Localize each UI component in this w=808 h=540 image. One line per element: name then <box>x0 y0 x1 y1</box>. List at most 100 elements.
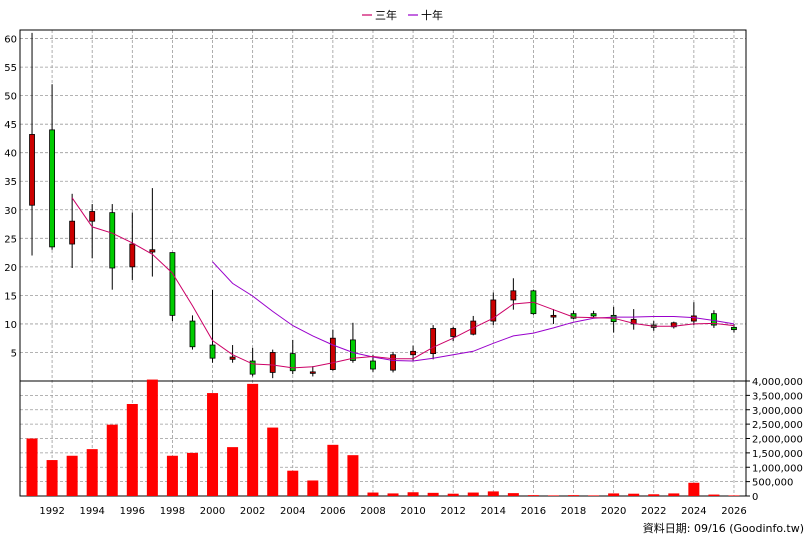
candle-body <box>209 344 216 359</box>
candle-body <box>169 252 176 316</box>
legend-label-ma10: 十年 <box>421 8 443 22</box>
x-tick-label: 2008 <box>360 506 385 517</box>
price-tick-label: 15 <box>4 291 17 302</box>
x-tick-label: 2026 <box>721 506 746 517</box>
volume-bar <box>66 455 78 496</box>
candle-body <box>510 290 517 301</box>
candle-body <box>690 315 697 322</box>
candle-body <box>229 356 236 360</box>
volume-tick-label: 2,500,000 <box>752 420 803 431</box>
volume-tick-label: 3,500,000 <box>752 391 803 402</box>
legend-label-ma3: 三年 <box>375 8 397 22</box>
candle-body <box>69 220 76 245</box>
candle-body <box>189 320 196 348</box>
volume-bar <box>347 455 359 496</box>
price-tick-label: 10 <box>4 320 17 331</box>
volume-bar <box>106 424 118 496</box>
candle-body <box>590 313 597 317</box>
volume-bar <box>227 447 239 496</box>
candle-body <box>269 352 276 373</box>
candle-body <box>49 129 55 248</box>
x-tick-label: 2018 <box>561 506 586 517</box>
price-axis: 5 10 15 20 25 30 35 40 45 50 55 60 <box>4 35 17 360</box>
x-tick-label: 1998 <box>160 506 185 517</box>
volume-bar <box>287 470 299 496</box>
candle-body <box>430 328 437 355</box>
price-tick-label: 5 <box>11 348 17 359</box>
volume-bar <box>367 492 379 496</box>
candle-body <box>129 243 136 268</box>
volume-bar <box>387 493 399 496</box>
price-tick-label: 25 <box>4 234 17 245</box>
volume-bar <box>207 393 219 496</box>
volume-bar <box>547 495 559 496</box>
volume-bar <box>467 492 479 496</box>
candle-body <box>550 314 557 318</box>
candle-body <box>450 328 457 337</box>
x-tick-label: 2014 <box>481 506 506 517</box>
price-panel <box>19 29 747 382</box>
x-tick-label: 2016 <box>521 506 546 517</box>
legend: 三年 十年 <box>362 8 443 22</box>
price-tick-label: 30 <box>4 206 17 217</box>
x-tick-label: 1994 <box>79 506 104 517</box>
price-tick-label: 20 <box>4 263 17 274</box>
ma3-line <box>71 197 735 369</box>
volume-bar <box>628 493 640 496</box>
volume-axis: 0 500,000 1,000,000 1,500,000 2,000,000 2,500… <box>746 377 803 503</box>
candle-body <box>711 313 717 326</box>
candle-body <box>350 339 356 361</box>
volume-bar <box>447 493 459 496</box>
candles <box>29 32 737 379</box>
candle-body <box>670 322 677 328</box>
candle-body <box>370 360 376 370</box>
moving-average-lines <box>71 197 735 369</box>
volume-tick-label: 1,000,000 <box>752 463 803 474</box>
price-tick-label: 35 <box>4 177 17 188</box>
candle-body <box>490 299 497 322</box>
candle-body <box>109 212 116 269</box>
price-tick-label: 45 <box>4 120 17 131</box>
volume-bar <box>126 404 138 496</box>
candle-body <box>289 353 296 372</box>
volume-tick-label: 500,000 <box>752 478 793 489</box>
volume-tick-label: 4,000,000 <box>752 377 803 388</box>
volume-tick-label: 2,000,000 <box>752 435 803 446</box>
volume-bar <box>527 495 539 496</box>
volume-bar <box>86 449 98 496</box>
x-tick-label: 2006 <box>320 506 345 517</box>
volume-bar <box>146 379 158 496</box>
candle-body <box>410 350 416 356</box>
volume-bar <box>608 493 620 496</box>
x-tick-label: 2002 <box>240 506 265 517</box>
candle-body <box>89 211 96 222</box>
x-tick-label: 2004 <box>280 506 305 517</box>
volume-bar <box>507 493 519 496</box>
volume-bars <box>26 379 740 496</box>
x-tick-label: 1992 <box>39 506 64 517</box>
source-note: 資料日期: 09/16 (Goodinfo.tw) <box>643 521 804 535</box>
price-frame <box>19 29 747 382</box>
volume-bar <box>327 444 339 496</box>
volume-bar <box>166 455 178 496</box>
x-axis: 1992 1994 1996 1998 2000 2002 2004 2006 2008 2010… <box>39 506 746 517</box>
x-tick-label: 2022 <box>641 506 666 517</box>
candle-body <box>630 318 637 325</box>
volume-tick-label: 1,500,000 <box>752 449 803 460</box>
price-tick-label: 40 <box>4 149 17 160</box>
ma10-line <box>212 261 735 362</box>
volume-bar <box>568 495 580 496</box>
volume-bar <box>688 482 700 496</box>
candle-body <box>731 326 737 331</box>
x-tick-label: 2012 <box>440 506 465 517</box>
volume-tick-label: 0 <box>752 492 758 503</box>
volume-bar <box>708 494 720 496</box>
x-tick-label: 2010 <box>400 506 425 517</box>
price-tick-label: 60 <box>4 35 17 46</box>
volume-bar <box>26 438 38 496</box>
candle-body <box>390 354 396 371</box>
price-tick-label: 50 <box>4 92 17 103</box>
x-tick-label: 2000 <box>200 506 225 517</box>
